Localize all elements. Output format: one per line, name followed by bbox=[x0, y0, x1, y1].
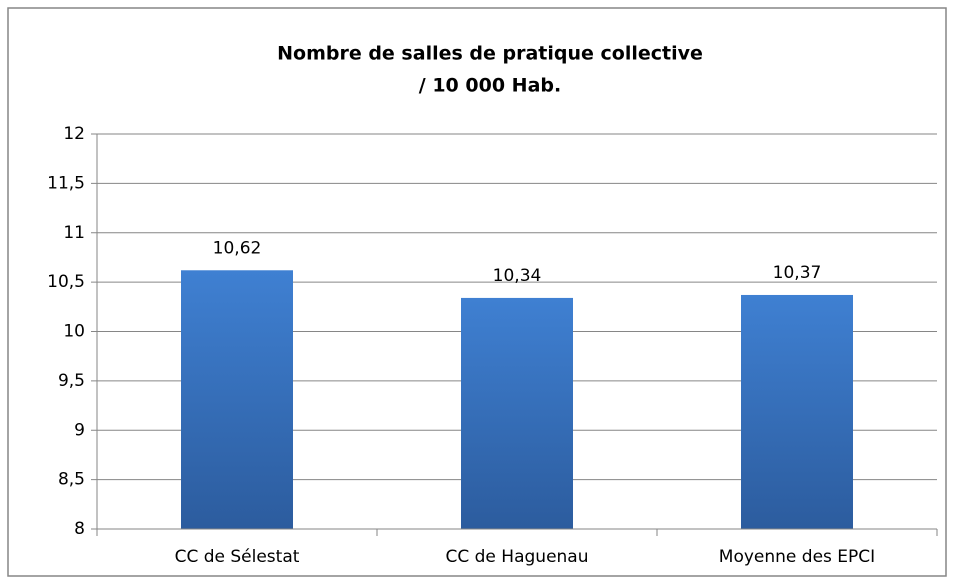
y-tick-label: 10,5 bbox=[47, 272, 85, 292]
y-tick-label: 8 bbox=[74, 519, 85, 539]
bar bbox=[181, 270, 293, 529]
x-tick-label: CC de Sélestat bbox=[175, 547, 300, 567]
x-tick-label: CC de Haguenau bbox=[446, 547, 589, 567]
y-tick-label: 11,5 bbox=[47, 173, 85, 193]
y-tick-label: 10 bbox=[63, 322, 85, 342]
data-label: 10,62 bbox=[213, 238, 262, 258]
y-tick-label: 12 bbox=[63, 124, 85, 144]
x-tick-label: Moyenne des EPCI bbox=[719, 547, 875, 567]
chart-title: Nombre de salles de pratique collective bbox=[277, 43, 703, 65]
y-tick-label: 8,5 bbox=[58, 470, 85, 490]
y-tick-label: 9,5 bbox=[58, 371, 85, 391]
chart-title: / 10 000 Hab. bbox=[419, 75, 561, 97]
y-tick-label: 9 bbox=[74, 420, 85, 440]
y-tick-label: 11 bbox=[63, 223, 85, 243]
data-label: 10,37 bbox=[773, 263, 822, 283]
data-label: 10,34 bbox=[493, 266, 542, 286]
bar bbox=[741, 294, 853, 529]
bar bbox=[461, 297, 573, 529]
